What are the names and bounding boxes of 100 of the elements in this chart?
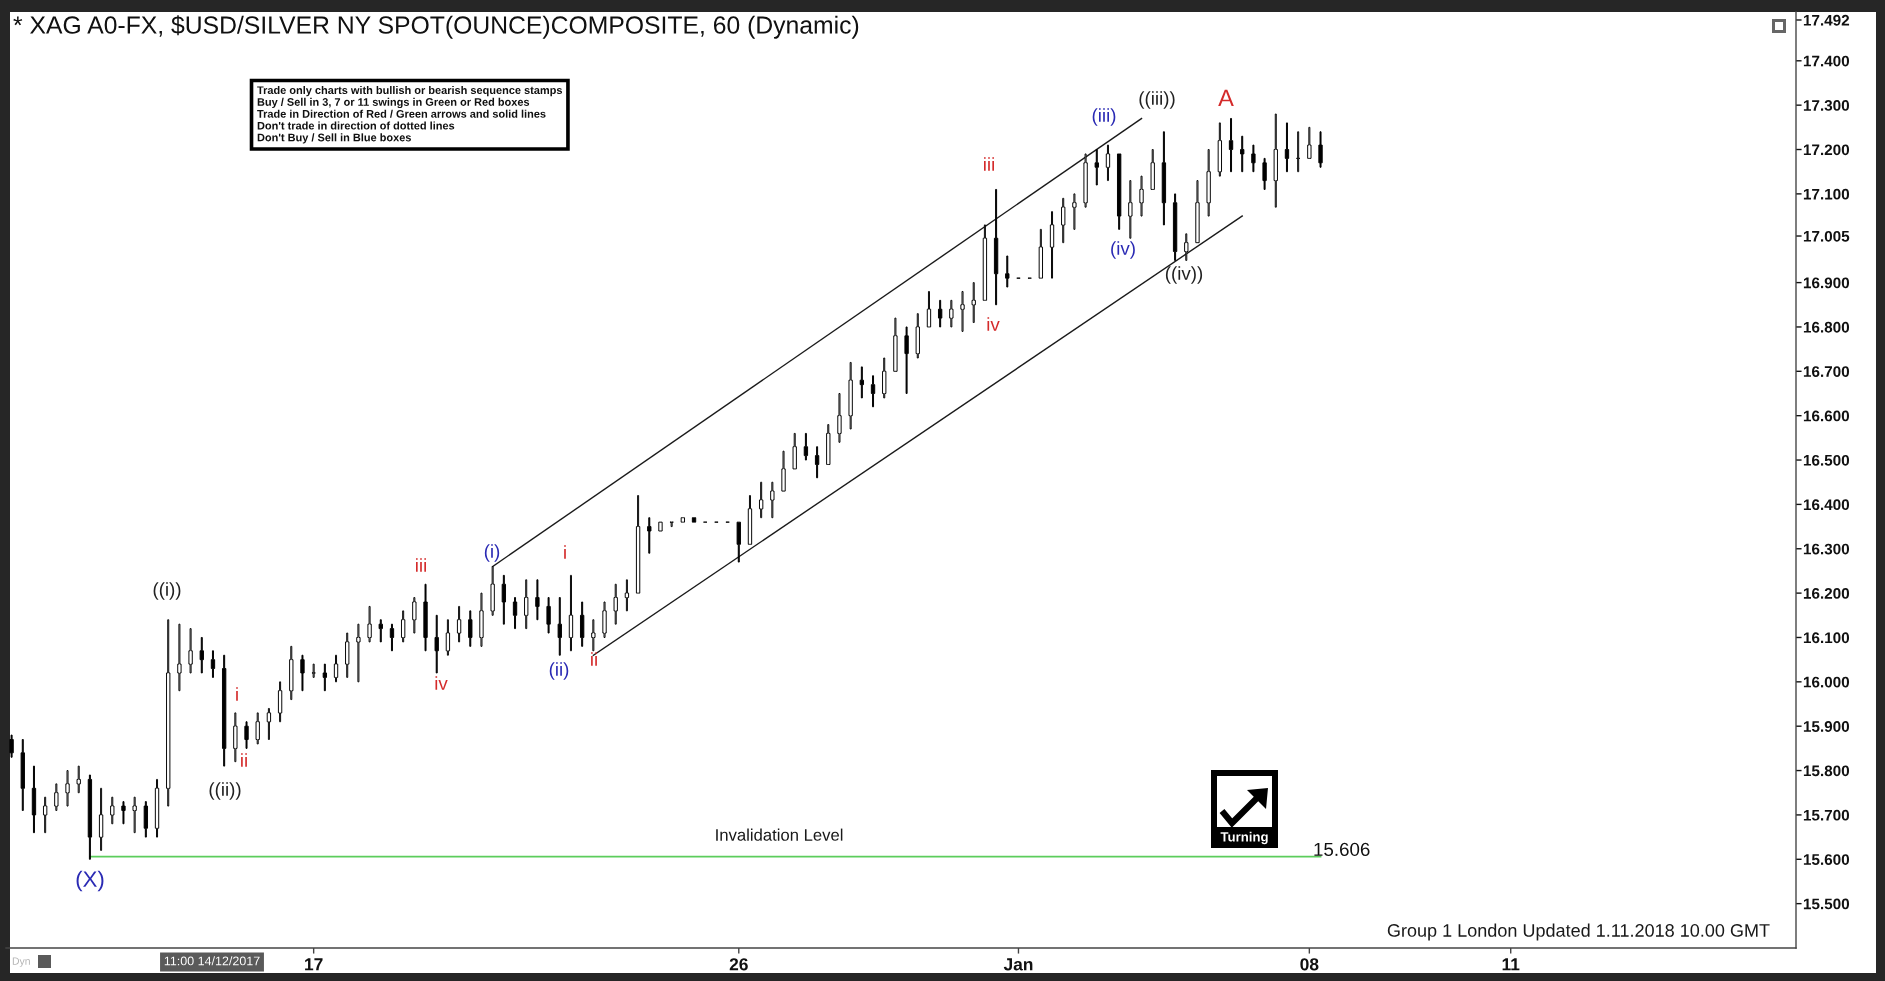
candlestick [1005,255,1010,288]
candlestick [579,601,585,647]
candlestick [210,650,216,678]
text: 11:00 14/12/2017 [164,956,260,966]
candlestick [736,521,741,563]
candlestick [926,290,932,328]
candlestick [691,517,697,523]
candlestick [468,610,473,647]
candlestick [423,583,428,652]
annotation: 15.606 [1314,842,1370,857]
candlestick [893,317,898,372]
candlestick [378,619,383,643]
candlestick [848,361,853,430]
candlestick [412,597,417,634]
candlestick [792,432,797,470]
annotation: i [236,687,238,701]
candlestick [535,579,540,621]
text: Dyn [12,957,30,967]
annotation: Trade only charts with bullish or bearish sequence stamps Buy / Sell in 3, 7 or 11 swings in Green or Red boxes Trade in Direction of Red / Green arrows and solid lines Don't trade in direction of dotted lines Don't Buy / Sell in Blue boxes [257,86,563,144]
candlestick [1184,233,1189,261]
y-tick-label: 15.800 [1803,765,1850,777]
y-tick-label: 17.200 [1803,144,1850,156]
candlestick [1038,228,1044,279]
candlestick [87,774,93,860]
candlestick [557,597,562,656]
annotation: ((ii)) [209,782,241,800]
candlestick [20,739,25,811]
y-tick-label: 16.200 [1803,587,1850,599]
candlestick [110,796,115,825]
y-tick-label: 16.400 [1803,499,1850,511]
annotation: iv [987,317,1000,331]
candlestick [1240,135,1245,173]
y-tick-label: 16.500 [1803,454,1850,466]
candlestick [814,446,820,479]
candlestick [949,299,954,328]
y-tick-label: 15.500 [1803,898,1850,910]
candlestick [591,619,596,652]
candlestick [546,597,551,634]
candlestick [882,357,887,399]
candlestick [1128,180,1133,239]
annotation: i [564,545,566,559]
x-tick-label: 17 [305,958,323,971]
candlestick [904,326,909,394]
candlestick [42,796,48,834]
candlestick [993,188,999,306]
candlestick [1072,193,1077,230]
y-tick-label: 17.100 [1803,188,1850,200]
candlestick [1307,126,1312,159]
candlestick [960,290,965,332]
annotation: ((i)) [153,582,181,600]
annotation: Turning [1220,831,1268,845]
candlestick [367,605,372,643]
candlestick [490,566,495,616]
candlestick [1049,211,1055,279]
x-tick-label: 11 [1502,958,1520,971]
annotation: iii [416,558,426,572]
annotation: iii [984,157,994,171]
candlestick [456,605,462,643]
annotation: (i) [484,544,500,562]
candlestick [322,663,328,692]
x-tick-label: 08 [1300,958,1319,971]
candlestick [680,517,686,523]
annotation: (iii) [1092,108,1116,126]
candlestick [870,375,876,408]
candlestick [1139,175,1144,217]
candlestick [747,495,753,545]
y-tick-label: 15.700 [1803,809,1850,821]
annotation: A [1218,89,1234,107]
candlestick [199,636,204,674]
candlestick [356,623,361,683]
candlestick [937,299,943,328]
y-tick-label: 16.900 [1803,277,1850,289]
candlestick [333,654,339,683]
candlestick [647,517,652,554]
annotation: (ii) [549,662,569,680]
y-tick-label: 16.300 [1803,543,1850,555]
y-tick-label: 17.005 [1803,230,1850,242]
candlestick [837,393,842,443]
candlestick [658,521,663,532]
candlestick [758,481,764,519]
candlestick [1195,180,1200,244]
candlestick [76,765,81,794]
candlestick [568,574,574,652]
candlestick [389,623,395,652]
y-tick-label: 15.600 [1803,854,1850,865]
candlestick [255,712,260,745]
candlestick [1251,144,1256,173]
candlestick [669,521,674,528]
candlestick [770,481,775,519]
candlestick [1284,122,1290,173]
y-tick-label: 15.900 [1803,721,1850,732]
candlestick [300,654,305,692]
candlestick [98,787,104,851]
candlestick [1262,157,1267,190]
annotation: ((iv)) [1165,266,1203,284]
candlestick [277,681,283,723]
candlestick [266,707,272,740]
candlestick [233,712,238,763]
candlestick [524,579,529,630]
candlestick [479,592,484,647]
